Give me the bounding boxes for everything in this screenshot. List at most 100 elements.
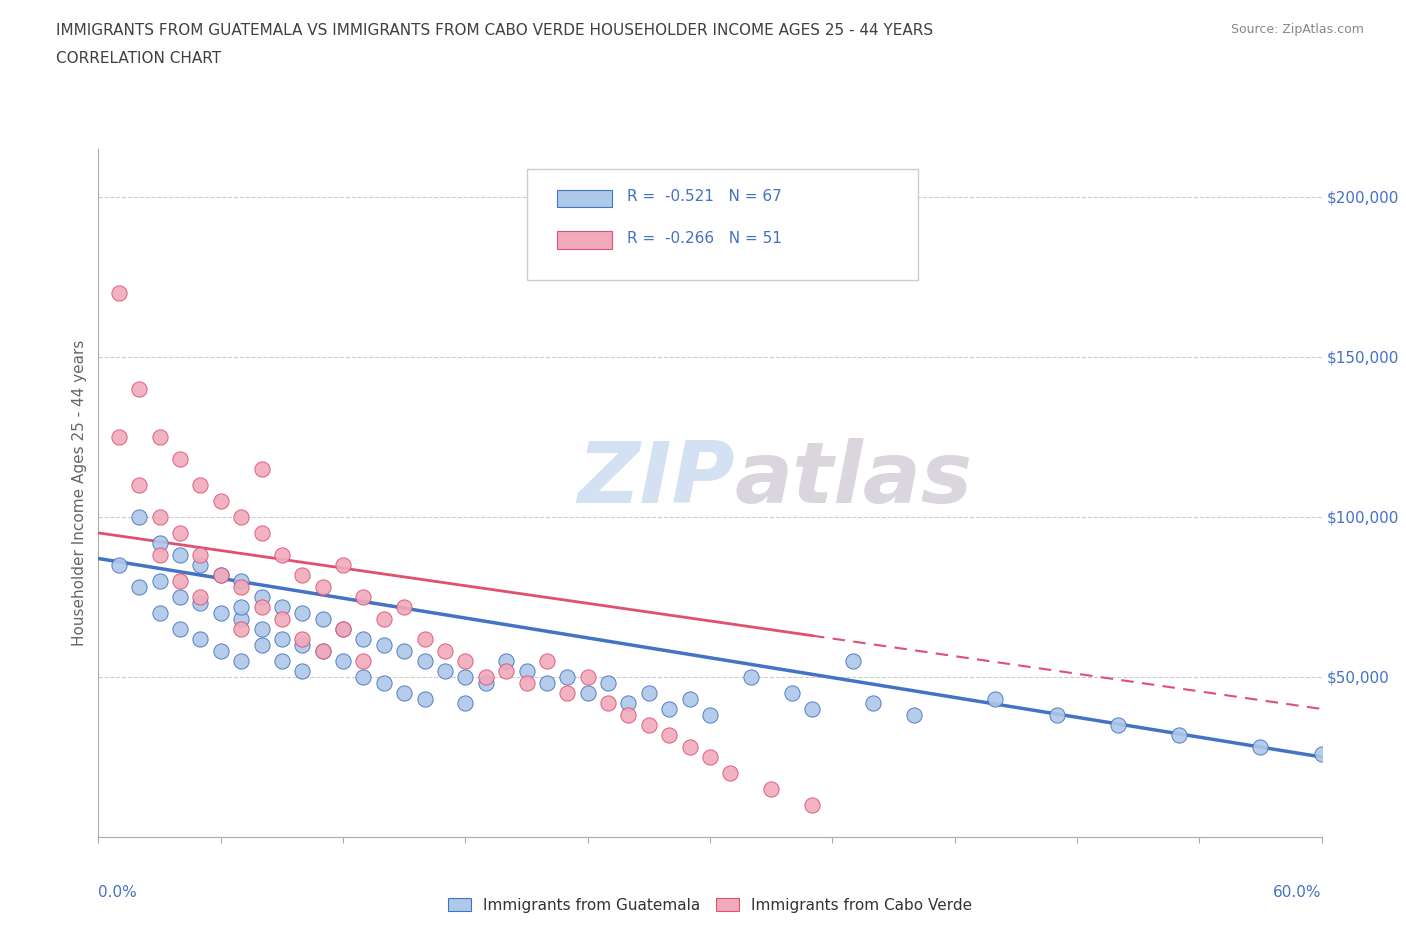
Text: ZIP: ZIP [576, 438, 734, 521]
Point [231, 621, 253, 636]
Point [128, 477, 150, 492]
Point [392, 644, 416, 658]
Point [637, 718, 661, 733]
Point [188, 596, 212, 611]
Point [555, 685, 579, 700]
Point [495, 663, 517, 678]
Point [291, 605, 314, 620]
Point [250, 461, 273, 476]
Point [841, 654, 863, 669]
Text: CORRELATION CHART: CORRELATION CHART [56, 51, 221, 66]
Point [740, 670, 762, 684]
Point [108, 430, 131, 445]
Point [250, 525, 273, 540]
Point [658, 701, 681, 716]
FancyBboxPatch shape [526, 169, 918, 280]
Bar [557, 190, 612, 207]
Point [312, 612, 335, 627]
Point [801, 701, 824, 716]
Point [149, 605, 172, 620]
Point [474, 670, 498, 684]
Point [352, 631, 374, 646]
Point [576, 685, 599, 700]
Point [291, 631, 314, 646]
Text: 0.0%: 0.0% [98, 885, 138, 900]
Point [270, 599, 294, 614]
Point [250, 621, 273, 636]
Point [984, 692, 1007, 707]
Point [250, 590, 273, 604]
Point [332, 621, 354, 636]
Point [373, 676, 395, 691]
Point [454, 695, 477, 710]
Point [250, 599, 273, 614]
Point [576, 670, 599, 684]
Text: Source: ZipAtlas.com: Source: ZipAtlas.com [1230, 23, 1364, 36]
Point [801, 798, 824, 813]
Point [862, 695, 884, 710]
Point [270, 548, 294, 563]
Point [188, 557, 212, 572]
Point [128, 510, 150, 525]
Point [270, 631, 294, 646]
Point [312, 644, 335, 658]
Point [679, 692, 702, 707]
Point [373, 637, 395, 652]
Point [149, 510, 172, 525]
Point [108, 286, 131, 300]
Point [169, 621, 191, 636]
Point [231, 580, 253, 595]
Y-axis label: Householder Income Ages 25 - 44 years: Householder Income Ages 25 - 44 years [72, 339, 87, 646]
Point [434, 663, 457, 678]
Point [332, 654, 354, 669]
Point [761, 781, 783, 796]
Point [495, 654, 517, 669]
Text: atlas: atlas [734, 438, 973, 521]
Point [332, 621, 354, 636]
Point [169, 574, 191, 589]
Point [373, 612, 395, 627]
Point [169, 548, 191, 563]
Point [169, 452, 191, 467]
Point [270, 654, 294, 669]
Point [209, 567, 232, 582]
Point [188, 477, 212, 492]
Point [1107, 718, 1129, 733]
Point [413, 692, 436, 707]
Point [903, 708, 925, 723]
Point [149, 535, 172, 550]
Point [291, 663, 314, 678]
Point [231, 654, 253, 669]
Point [617, 695, 640, 710]
Point [291, 567, 314, 582]
Point [332, 557, 354, 572]
Point [516, 663, 538, 678]
Point [555, 670, 579, 684]
Point [149, 548, 172, 563]
Text: R =  -0.266   N = 51: R = -0.266 N = 51 [627, 231, 782, 246]
Point [598, 695, 620, 710]
Point [699, 708, 721, 723]
Point [149, 574, 172, 589]
Text: IMMIGRANTS FROM GUATEMALA VS IMMIGRANTS FROM CABO VERDE HOUSEHOLDER INCOME AGES : IMMIGRANTS FROM GUATEMALA VS IMMIGRANTS … [56, 23, 934, 38]
Point [188, 548, 212, 563]
Point [188, 590, 212, 604]
Point [536, 654, 558, 669]
Point [434, 644, 457, 658]
Point [413, 654, 436, 669]
Point [231, 574, 253, 589]
Point [169, 525, 191, 540]
Text: R =  -0.521   N = 67: R = -0.521 N = 67 [627, 190, 782, 205]
Point [231, 510, 253, 525]
Point [149, 430, 172, 445]
Point [312, 644, 335, 658]
Point [392, 599, 416, 614]
Legend: Immigrants from Guatemala, Immigrants from Cabo Verde: Immigrants from Guatemala, Immigrants fr… [441, 892, 979, 919]
Point [108, 557, 131, 572]
Point [270, 612, 294, 627]
Point [454, 654, 477, 669]
Point [516, 676, 538, 691]
Point [352, 590, 374, 604]
Point [658, 727, 681, 742]
Point [128, 580, 150, 595]
